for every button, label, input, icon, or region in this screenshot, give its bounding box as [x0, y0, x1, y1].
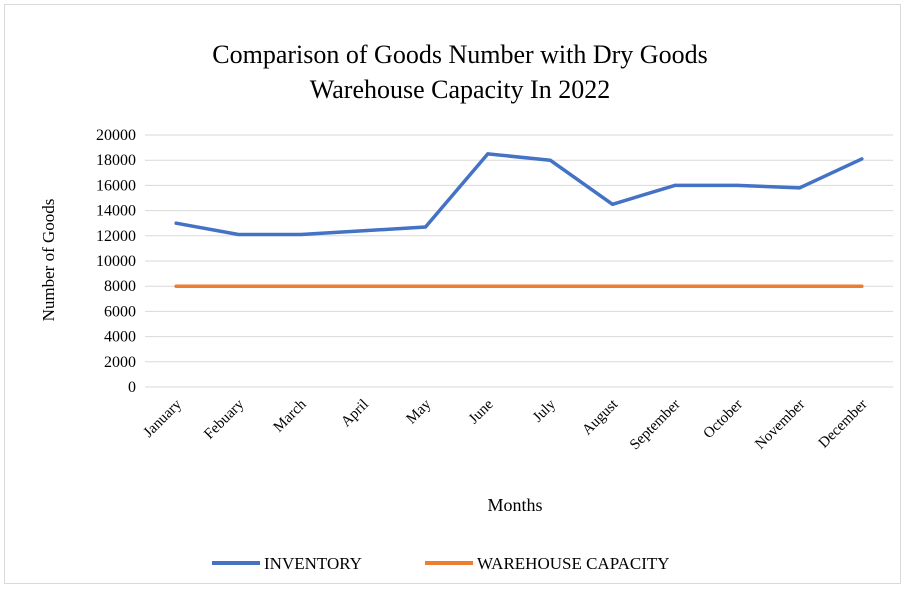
data-point-inventory	[423, 225, 428, 229]
data-point-inventory	[860, 157, 864, 161]
data-point-warehouse-capacity	[423, 284, 428, 288]
data-point-inventory	[486, 152, 490, 156]
x-tick-label: August	[579, 396, 622, 439]
data-point-warehouse-capacity	[673, 284, 677, 288]
gridlines	[145, 134, 893, 388]
x-tick-labels: January Febuary March April May June July Augus…	[141, 396, 871, 453]
data-point-inventory	[174, 221, 178, 225]
y-tick-label: 14000	[96, 203, 136, 220]
y-tick-label: 18000	[96, 152, 136, 169]
x-tick-label: July	[530, 396, 559, 425]
y-tick-label: 16000	[96, 177, 136, 194]
y-axis-label: Number of Goods	[39, 199, 58, 322]
series-lines	[174, 152, 864, 288]
x-tick-label: May	[404, 396, 435, 427]
data-point-inventory	[299, 232, 303, 237]
y-tick-label: 6000	[104, 303, 136, 320]
data-point-warehouse-capacity	[610, 284, 615, 288]
x-tick-label: November	[752, 397, 808, 453]
y-tick-label: 0	[128, 379, 136, 396]
legend: INVENTORY WAREHOUSE CAPACITY	[212, 554, 670, 573]
legend-label-warehouse-capacity: WAREHOUSE CAPACITY	[477, 554, 670, 573]
y-tick-label: 20000	[96, 127, 136, 144]
x-tick-label: September	[627, 397, 684, 454]
x-tick-label: April	[338, 397, 372, 431]
y-tick-label: 8000	[104, 278, 136, 295]
x-tick-label: March	[271, 396, 310, 435]
y-tick-label: 10000	[96, 253, 136, 270]
y-tick-labels: 0 2000 4000 6000 8000 10000 12000 14000 16000 180…	[96, 127, 136, 396]
data-point-warehouse-capacity	[860, 284, 864, 288]
data-point-inventory	[735, 183, 739, 187]
data-point-warehouse-capacity	[299, 284, 303, 288]
chart-title-line-1: Comparison of Goods Number with Dry Good…	[212, 40, 707, 69]
data-point-inventory	[797, 186, 802, 190]
series-line-inventory	[174, 152, 864, 237]
x-tick-label: Febuary	[201, 396, 247, 442]
legend-label-inventory: INVENTORY	[264, 554, 362, 573]
data-point-warehouse-capacity	[797, 284, 802, 288]
x-axis-label: Months	[487, 495, 542, 515]
chart-frame	[4, 4, 901, 584]
y-tick-label: 2000	[104, 354, 136, 371]
data-point-warehouse-capacity	[486, 284, 490, 288]
data-point-inventory	[673, 183, 677, 187]
x-tick-label: June	[466, 396, 497, 427]
data-point-warehouse-capacity	[361, 284, 365, 288]
data-point-warehouse-capacity	[548, 284, 552, 288]
y-tick-label: 4000	[104, 329, 136, 346]
data-point-inventory	[548, 158, 552, 162]
x-tick-label: January	[141, 396, 186, 441]
data-point-warehouse-capacity	[174, 284, 178, 288]
data-point-inventory	[361, 229, 365, 233]
data-point-warehouse-capacity	[236, 284, 241, 288]
data-point-inventory	[610, 202, 615, 206]
x-tick-label: December	[816, 397, 871, 452]
data-point-inventory	[236, 232, 241, 237]
y-tick-label: 12000	[96, 228, 136, 245]
data-point-warehouse-capacity	[735, 284, 739, 288]
chart-title-line-2: Warehouse Capacity In 2022	[310, 75, 610, 104]
x-tick-label: October	[701, 397, 746, 442]
